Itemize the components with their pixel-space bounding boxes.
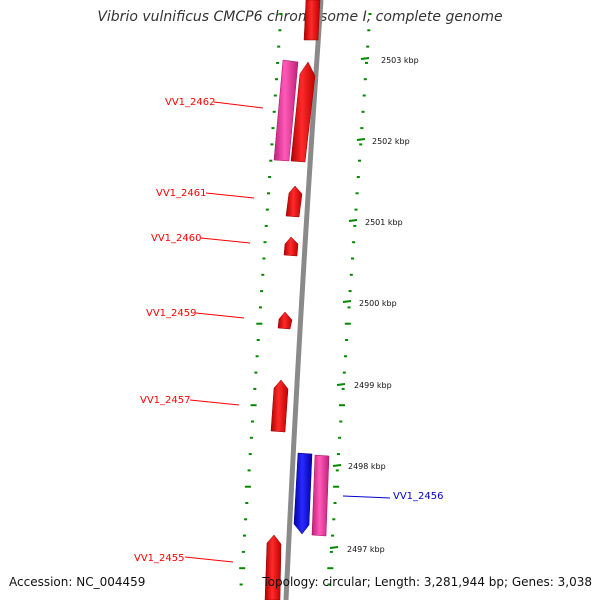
scale-tick-2498: 2498 kbp bbox=[332, 462, 386, 471]
gene-arrow-vv1-2462[interactable] bbox=[290, 61, 316, 163]
gene-label-vv1-2455[interactable]: VV1_2455 bbox=[134, 553, 185, 564]
feature-bar-magenta[interactable] bbox=[273, 59, 299, 162]
gene-arrow[interactable] bbox=[303, 0, 321, 41]
gene-arrow-vv1-2461[interactable] bbox=[285, 185, 303, 218]
features bbox=[264, 0, 330, 600]
scale: 2503 kbp 2502 kbp 2501 kbp 2500 kbp 2499… bbox=[329, 56, 419, 554]
scale-tick-2501: 2501 kbp bbox=[348, 218, 403, 227]
gene-label-vv1-2460[interactable]: VV1_2460 bbox=[151, 233, 202, 244]
gene-arrow-vv1-2456[interactable] bbox=[293, 452, 313, 535]
scale-label: 2499 kbp bbox=[354, 381, 392, 390]
tick-tracks bbox=[239, 13, 372, 586]
gene-label-vv1-2461[interactable]: VV1_2461 bbox=[156, 188, 207, 199]
gene-arrow-vv1-2455[interactable] bbox=[264, 534, 282, 600]
scale-label: 2501 kbp bbox=[365, 218, 403, 227]
scale-tick-2497: 2497 kbp bbox=[329, 545, 385, 554]
scale-label: 2502 kbp bbox=[372, 137, 410, 146]
gene-label-vv1-2462[interactable]: VV1_2462 bbox=[165, 97, 216, 108]
scale-label: 2500 kbp bbox=[359, 299, 397, 308]
scale-label: 2503 kbp bbox=[381, 56, 419, 65]
gene-labels: VV1_2462 VV1_2461 VV1_2460 VV1_2459 VV1_… bbox=[134, 97, 444, 564]
gene-label-vv1-2456[interactable]: VV1_2456 bbox=[393, 491, 444, 502]
scale-label: 2497 kbp bbox=[347, 545, 385, 554]
map-title: Vibrio vulnificus CMCP6 chromosome I, co… bbox=[97, 9, 503, 25]
chromosome-backbone bbox=[283, 0, 324, 600]
gene-arrow-vv1-2459[interactable] bbox=[277, 311, 293, 330]
scale-tick-2499: 2499 kbp bbox=[336, 381, 392, 390]
accession-text: Accession: NC_004459 bbox=[9, 575, 146, 589]
scale-tick-2500: 2500 kbp bbox=[342, 299, 397, 308]
scale-tick-2503: 2503 kbp bbox=[360, 56, 419, 65]
feature-bar-magenta[interactable] bbox=[311, 454, 330, 537]
gene-arrow-vv1-2460[interactable] bbox=[283, 236, 299, 257]
gene-arrow-vv1-2457[interactable] bbox=[270, 379, 289, 433]
scale-tick-2502: 2502 kbp bbox=[356, 137, 410, 146]
scale-label: 2498 kbp bbox=[348, 462, 386, 471]
gene-label-vv1-2457[interactable]: VV1_2457 bbox=[140, 395, 191, 406]
gene-label-vv1-2459[interactable]: VV1_2459 bbox=[146, 308, 197, 319]
topology-text: Topology: circular; Length: 3,281,944 bp… bbox=[262, 575, 592, 589]
